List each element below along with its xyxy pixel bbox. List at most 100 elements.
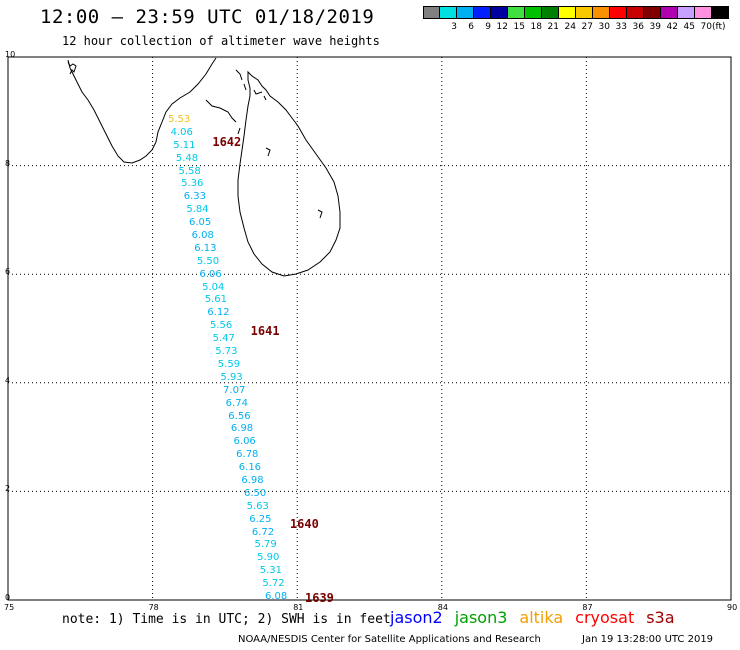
color-swatch-label: 18 (530, 22, 542, 32)
wave-height-value: 5.48 (175, 152, 199, 164)
color-swatch (576, 6, 593, 19)
color-swatch-label: 70 (700, 22, 712, 32)
wave-height-value: 6.05 (188, 217, 212, 229)
color-swatch-label: 30 (598, 22, 610, 32)
latitude-label: 8 (5, 158, 11, 168)
wave-height-value: 6.78 (236, 449, 259, 461)
wave-height-value: 5.53 (168, 114, 191, 125)
wave-height-value: 6.16 (238, 462, 262, 474)
legend-entry: altika (519, 608, 564, 627)
wave-height-value: 4.06 (170, 126, 193, 138)
longitude-label: 75 (4, 603, 15, 612)
color-swatch (712, 6, 729, 19)
wave-height-value: 5.84 (186, 204, 209, 216)
wave-height-value: 5.73 (215, 346, 238, 358)
wave-height-value: 6.08 (191, 230, 214, 242)
footer-note: note: 1) Time is in UTC; 2) SWH is in fe… (62, 612, 391, 627)
wave-height-value: 6.12 (207, 307, 230, 319)
pass-label: 1641 (250, 323, 280, 338)
latitude-label: 0 (5, 593, 11, 602)
wave-height-value: 6.13 (194, 242, 217, 254)
pass-label: 1642 (212, 135, 242, 150)
color-swatch (610, 6, 627, 19)
wave-height-value: 6.56 (228, 410, 251, 422)
wave-height-value: 5.61 (204, 294, 227, 306)
color-swatch (457, 6, 474, 19)
wave-height-value: 6.25 (249, 513, 272, 525)
legend-entry: s3a (646, 608, 675, 627)
legend-entry: cryosat (575, 608, 635, 627)
wave-height-value: 5.36 (181, 178, 204, 190)
sri-lanka-coastline (237, 70, 341, 277)
wave-height-value: 6.72 (251, 526, 275, 538)
wave-height-value: 5.63 (246, 500, 269, 512)
wave-height-value: 6.06 (233, 436, 256, 448)
color-swatch-label: 6 (468, 22, 474, 32)
color-swatch-label: 39 (649, 22, 661, 32)
satellite-legend: jason2 jason3 altika cryosat s3a (390, 608, 687, 627)
wave-height-value: 5.04 (202, 281, 225, 293)
wave-height-value: 6.33 (183, 191, 206, 203)
india-ridge (205, 99, 237, 123)
color-swatch (627, 6, 644, 19)
color-swatch-label (423, 22, 440, 32)
color-swatch (474, 6, 491, 19)
color-swatch-label: 3 (451, 22, 457, 32)
color-swatch (661, 6, 678, 19)
wave-height-value: 6.08 (265, 591, 288, 602)
wave-height-value: 6.50 (244, 487, 267, 499)
color-scale (423, 6, 729, 19)
color-swatch-label: 21 (547, 22, 559, 32)
wave-height-value: 7.07 (223, 384, 246, 396)
color-swatch-label: 33 (615, 22, 627, 32)
color-swatch-label: 45 (683, 22, 695, 32)
color-swatch (508, 6, 525, 19)
color-swatch-label: 27 (581, 22, 593, 32)
color-swatch-label: 15 (513, 22, 525, 32)
color-swatch (542, 6, 559, 19)
wave-height-value: 5.50 (196, 255, 220, 267)
longitude-label: 78 (148, 603, 159, 612)
wave-height-value: 5.47 (212, 333, 235, 345)
page-title: 12:00 – 23:59 UTC 01/18/2019 (40, 6, 375, 28)
wave-height-value: 5.72 (262, 578, 285, 590)
footer-timestamp: Jan 19 13:28:00 UTC 2019 (582, 634, 714, 645)
color-swatch (525, 6, 542, 19)
longitude-label: 90 (727, 603, 738, 612)
color-swatch-label: 9 (485, 22, 491, 32)
footer-credit: NOAA/NESDIS Center for Satellite Applica… (238, 634, 541, 645)
wave-height-value: 6.74 (225, 397, 248, 409)
latitude-label: 10 (5, 50, 16, 59)
wave-height-value: 5.90 (257, 552, 280, 564)
color-swatch (423, 6, 440, 19)
color-swatch (440, 6, 457, 19)
color-swatch-label: 12 (496, 22, 508, 32)
wave-height-value: 6.06 (199, 268, 222, 280)
color-swatch-label: 24 (564, 22, 576, 32)
longitude-label: 84 (437, 603, 448, 612)
wave-height-value: 5.79 (254, 539, 277, 551)
sri-lanka-islands (235, 69, 323, 219)
wave-height-value: 5.11 (173, 139, 196, 151)
longitude-label: 87 (582, 603, 593, 612)
latitude-label: 6 (5, 267, 11, 277)
color-scale-unit: (ft) (712, 22, 726, 32)
wave-height-value: 5.31 (259, 565, 283, 577)
latitude-label: 4 (5, 375, 11, 385)
lat-lon-grid (8, 57, 731, 600)
color-scale-labels: 3 6 9 12 15 18 21 24 27 30 33 36 39 42 45 70 (423, 22, 729, 32)
wave-height-value: 5.58 (178, 165, 201, 177)
color-swatch (593, 6, 610, 19)
wave-height-value: 5.59 (217, 358, 241, 370)
color-swatch-label: 36 (632, 22, 644, 32)
wave-height-value: 5.56 (209, 320, 233, 332)
color-swatch (678, 6, 695, 19)
india-coast-detail (67, 61, 77, 75)
pass-label: 1639 (305, 591, 334, 605)
color-swatch-label: 42 (666, 22, 678, 32)
wave-height-value: 6.98 (230, 423, 254, 435)
legend-entry: jason2 (390, 608, 443, 627)
wave-height-value: 6.98 (241, 474, 264, 486)
latitude-label: 2 (5, 484, 11, 494)
